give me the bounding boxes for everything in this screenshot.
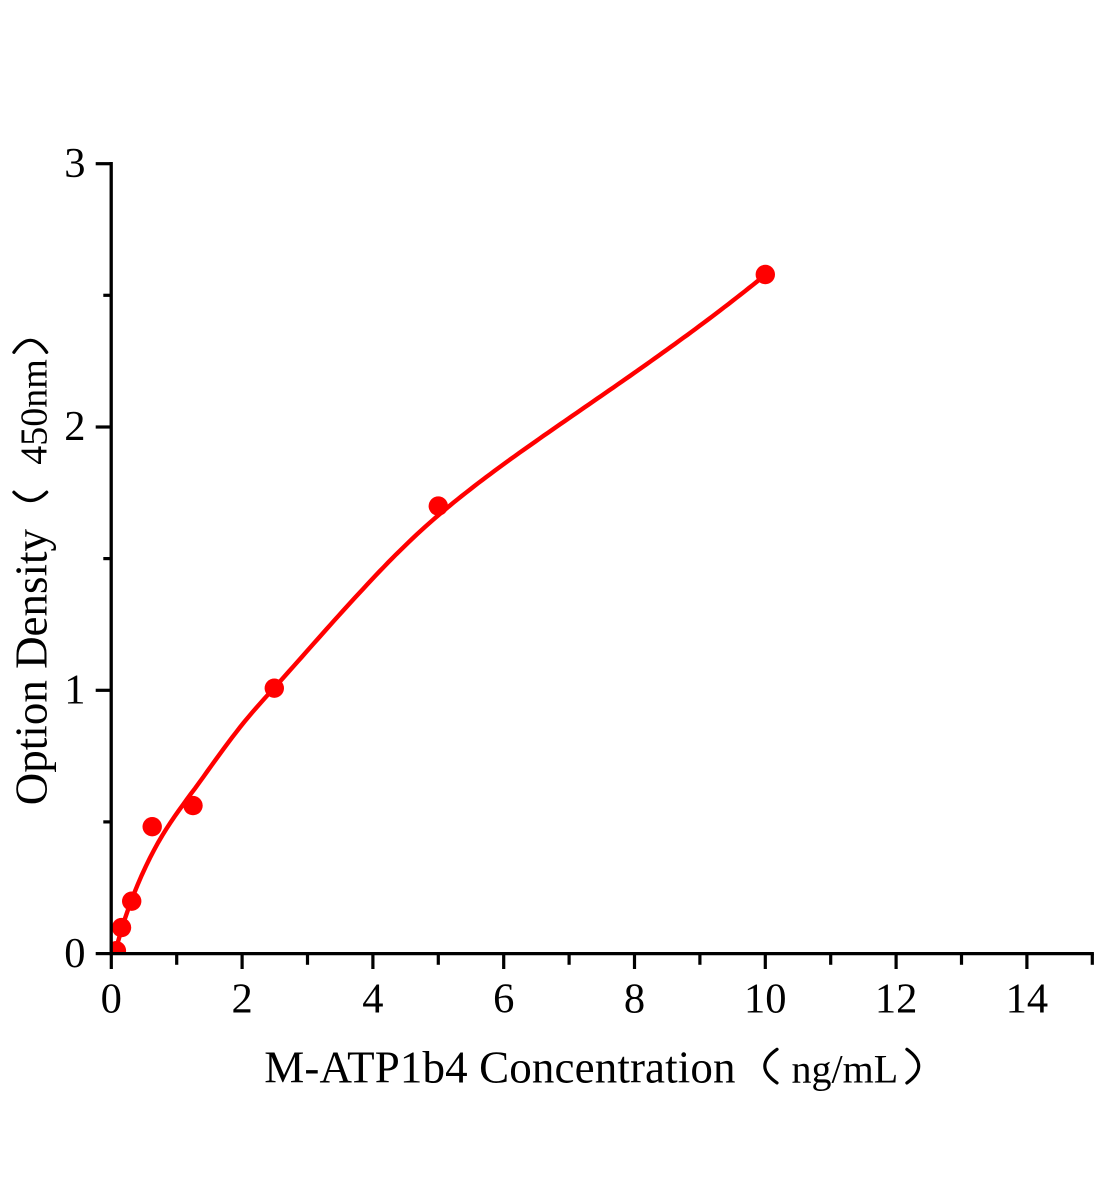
svg-text:450nm: 450nm — [14, 359, 56, 465]
svg-text:0: 0 — [64, 930, 85, 977]
svg-text:12: 12 — [875, 976, 918, 1023]
svg-text:2: 2 — [231, 976, 252, 1023]
svg-text:10: 10 — [744, 976, 787, 1023]
svg-text:4: 4 — [362, 976, 383, 1023]
svg-text:Option Density: Option Density — [7, 528, 57, 805]
svg-text:0: 0 — [101, 976, 122, 1023]
svg-text:2: 2 — [64, 403, 85, 450]
svg-text:3: 3 — [64, 140, 85, 187]
svg-text:1: 1 — [64, 667, 85, 714]
svg-text:M-ATP1b4 Concentration: M-ATP1b4 Concentration — [264, 1042, 735, 1092]
svg-text:ng/mL: ng/mL — [792, 1046, 899, 1091]
svg-text:14: 14 — [1006, 976, 1049, 1023]
svg-text:6: 6 — [493, 976, 514, 1023]
svg-text:8: 8 — [624, 976, 645, 1023]
